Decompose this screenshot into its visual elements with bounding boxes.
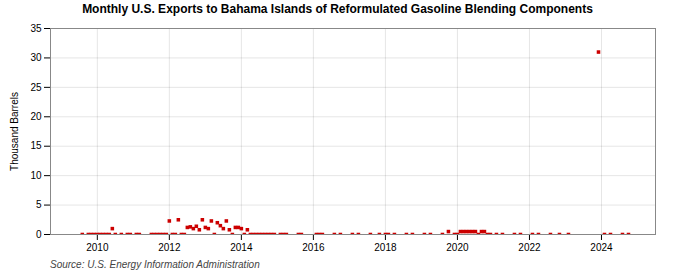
svg-text:30: 30: [30, 52, 42, 63]
svg-text:2016: 2016: [302, 242, 325, 253]
svg-text:35: 35: [30, 23, 42, 34]
svg-text:2012: 2012: [158, 242, 181, 253]
svg-text:5: 5: [36, 199, 42, 210]
svg-text:10: 10: [30, 170, 42, 181]
svg-text:2024: 2024: [590, 242, 613, 253]
svg-text:20: 20: [30, 111, 42, 122]
svg-text:15: 15: [30, 140, 42, 151]
svg-text:2010: 2010: [86, 242, 109, 253]
svg-text:2014: 2014: [230, 242, 253, 253]
svg-text:0: 0: [36, 229, 42, 240]
html-text:Monthly U.S. Exports to Bahama: Monthly U.S. Exports to Bahama Islands o…: [82, 2, 593, 16]
svg-text:Thousand Barrels: Thousand Barrels: [9, 92, 20, 171]
svg-text:25: 25: [30, 82, 42, 93]
svg-text:2022: 2022: [518, 242, 541, 253]
svg-text:2020: 2020: [446, 242, 469, 253]
html-text:Source: U.S. Energy Informatio: Source: U.S. Energy Information Administ…: [50, 259, 260, 270]
svg-text:2018: 2018: [374, 242, 397, 253]
